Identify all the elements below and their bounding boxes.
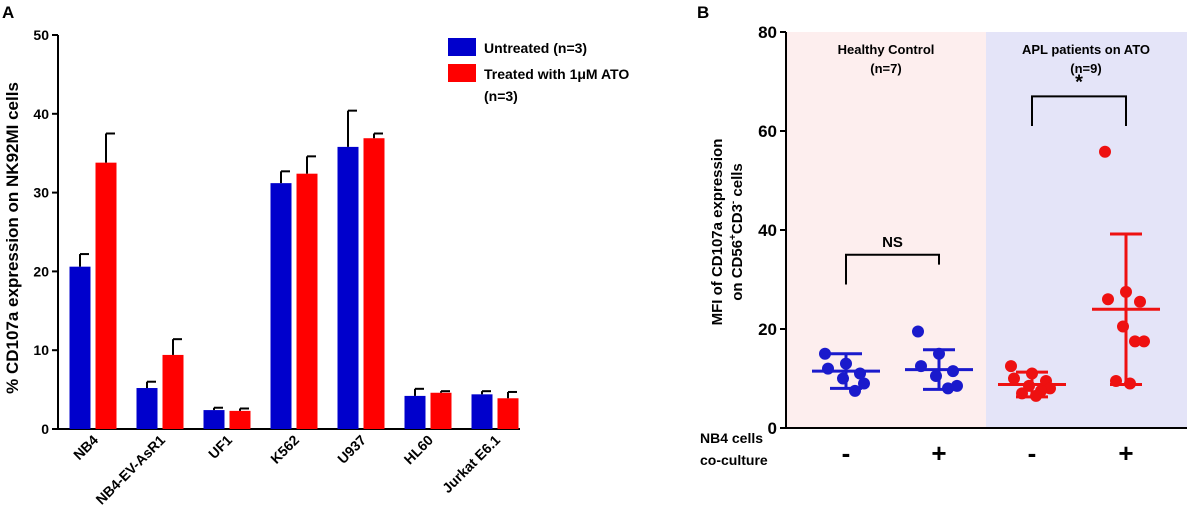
y-tick-label-b: 20: [758, 320, 777, 339]
legend-swatch-untreated: [448, 38, 476, 56]
y-tick-label: 20: [33, 263, 49, 279]
y-tick-label: 50: [33, 27, 49, 43]
bar-k562-untreated: [270, 183, 292, 429]
x-tick-label-b: -: [1028, 438, 1037, 468]
y-tick-label-b: 0: [768, 419, 777, 438]
legend-swatch-treated: [448, 64, 476, 82]
data-point: [858, 377, 870, 390]
data-point: [1030, 389, 1042, 402]
data-point: [930, 370, 942, 383]
panel-b-label: B: [697, 3, 709, 22]
x-tick-label-nb4-ev-asr1: NB4-EV-AsR1: [92, 432, 168, 508]
group-title-apl-n: (n=9): [1070, 61, 1101, 76]
x-tick-label-b: -: [842, 438, 851, 468]
y-axis-label-b-line1: MFI of CD107a expression: [709, 139, 726, 326]
data-point: [942, 382, 954, 395]
panel-b-scatter-chart: B 0 20 40 60 80 NS * Healthy Control (n=7) APL …: [697, 3, 1187, 468]
data-point: [1044, 382, 1056, 395]
data-point: [1026, 367, 1038, 380]
data-point: [1016, 387, 1028, 400]
data-point: [819, 347, 831, 360]
data-point: [1129, 335, 1141, 348]
data-point: [1117, 320, 1129, 333]
bar-nb4-ev-asr1-treated: [162, 354, 184, 429]
row-label-line1: NB4 cells: [700, 430, 763, 446]
legend: Untreated (n=3) Treated with 1μM ATO (n=…: [448, 38, 629, 104]
y-tick-label-b: 80: [758, 23, 777, 42]
y-tick-label: 40: [33, 106, 49, 122]
background-healthy-control: [786, 32, 986, 428]
data-point: [849, 384, 861, 397]
data-point: [1124, 377, 1136, 390]
bar-k562-treated: [296, 173, 318, 429]
bar-hl60-untreated: [404, 395, 426, 429]
background-apl-patients: [986, 32, 1187, 428]
group-title-healthy: Healthy Control: [838, 42, 935, 57]
row-label-line2: co-culture: [700, 452, 768, 468]
x-tick-label-b: +: [931, 438, 946, 468]
data-point: [933, 347, 945, 360]
significance-label: NS: [882, 234, 903, 251]
bar-u937-untreated: [337, 146, 359, 429]
x-tick-label-k562: K562: [267, 432, 302, 467]
data-point: [915, 360, 927, 373]
y-tick-label: 30: [33, 185, 49, 201]
legend-label-untreated: Untreated (n=3): [484, 40, 587, 56]
y-axis-label-b-line2: on CD56+CD3- cells: [728, 163, 746, 301]
x-tick-label-u937: U937: [334, 432, 369, 467]
data-point: [822, 362, 834, 375]
data-point: [1102, 293, 1114, 306]
x-tick-label-hl60: HL60: [401, 432, 437, 468]
bar-nb4-untreated: [69, 266, 91, 429]
group-title-healthy-n: (n=7): [870, 61, 901, 76]
y-tick-label-b: 60: [758, 122, 777, 141]
data-point: [1005, 360, 1017, 373]
data-point: [837, 372, 849, 385]
y-axis-label-b: MFI of CD107a expression on CD56+CD3- ce…: [709, 139, 746, 326]
data-point: [1099, 145, 1111, 158]
y-tick-label: 0: [41, 421, 49, 437]
group-title-apl: APL patients on ATO: [1022, 42, 1150, 57]
significance-bracket: [845, 253, 940, 285]
bar-jurkat-e6-1-treated: [497, 398, 519, 429]
data-point: [912, 325, 924, 338]
data-point: [1110, 374, 1122, 387]
data-point: [1008, 372, 1020, 385]
bar-nb4-treated: [95, 162, 117, 429]
y-tick-label: 10: [33, 342, 49, 358]
bar-u937-treated: [363, 138, 385, 429]
x-tick-label-nb4: NB4: [70, 432, 101, 463]
bar-hl60-treated: [430, 392, 452, 429]
legend-label-treated-n: (n=3): [484, 88, 518, 104]
data-point: [1138, 335, 1150, 348]
x-tick-label-uf1: UF1: [205, 432, 235, 462]
data-point: [1120, 285, 1132, 298]
x-tick-label-b: +: [1118, 438, 1133, 468]
panel-a-label: A: [2, 3, 14, 22]
data-point: [1134, 295, 1146, 308]
y-tick-label-b: 40: [758, 221, 777, 240]
bar-uf1-untreated: [203, 410, 225, 429]
significance-bracket: [1031, 95, 1127, 127]
bar-uf1-treated: [229, 410, 251, 429]
data-point: [951, 379, 963, 392]
data-point: [947, 365, 959, 378]
data-point: [840, 357, 852, 370]
legend-label-treated: Treated with 1μM ATO: [484, 66, 629, 82]
x-tick-label-jurkat-e6-1: Jurkat E6.1: [439, 432, 503, 496]
data-point: [854, 367, 866, 380]
significance-label: *: [1075, 71, 1083, 93]
y-axis-label: % CD107a expression on NK92MI cells: [3, 82, 22, 394]
bar-nb4-ev-asr1-untreated: [136, 388, 158, 429]
bar-jurkat-e6-1-untreated: [471, 394, 493, 429]
